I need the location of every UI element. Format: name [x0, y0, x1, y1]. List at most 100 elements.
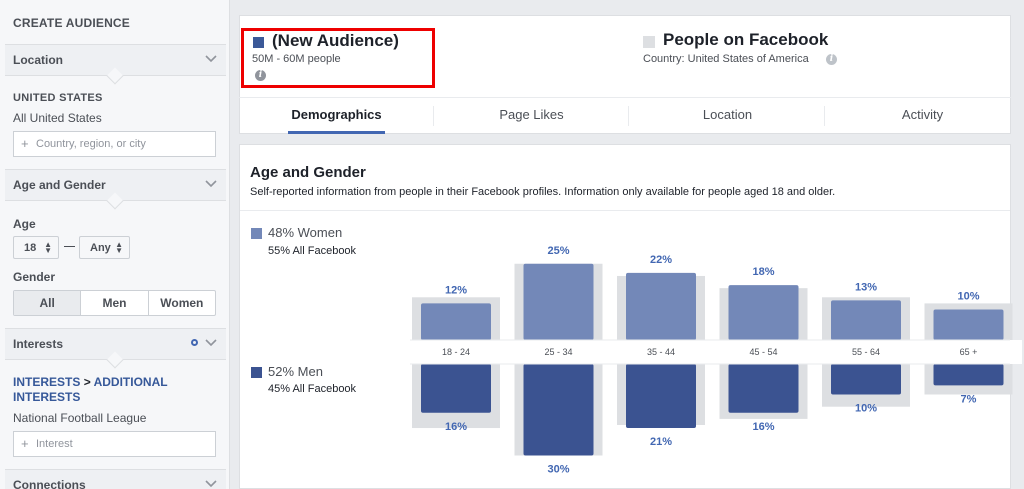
- men-bar: [933, 364, 1004, 386]
- age-gender-section-label: Age and Gender: [13, 178, 106, 192]
- audience-title: (New Audience): [272, 31, 399, 50]
- gender-label: Gender: [13, 270, 56, 284]
- chevron-down-icon[interactable]: [204, 176, 218, 190]
- comparison-country: Country: United States of America: [643, 53, 809, 65]
- interest-path-separator: >: [83, 375, 91, 389]
- men-bar: [831, 364, 901, 395]
- age-category-band: [410, 340, 1022, 364]
- women-value-label: 13%: [855, 281, 877, 293]
- women-value-label: 22%: [650, 254, 672, 266]
- audience-sidebar: CREATE AUDIENCE Location UNITED STATES A…: [0, 0, 230, 489]
- women-bar: [626, 272, 696, 340]
- interest-input-placeholder: Interest: [36, 438, 73, 450]
- comparison-title: People on Facebook: [663, 30, 829, 49]
- connections-section-header[interactable]: Connections: [5, 469, 226, 489]
- status-dot-icon: [191, 339, 198, 346]
- women-legend-label: 48% Women: [268, 225, 343, 240]
- interests-section-header[interactable]: Interests: [5, 328, 226, 369]
- tab-label: Activity: [901, 107, 944, 122]
- connections-section-label: Connections: [13, 478, 86, 489]
- men-value-label: 30%: [547, 464, 569, 476]
- interest-input[interactable]: + Interest: [13, 431, 216, 457]
- women-legend-swatch: [251, 228, 262, 239]
- tab-label: Demographics: [291, 107, 382, 122]
- women-bar: [933, 309, 1004, 340]
- men-legend-label: 52% Men: [268, 364, 323, 379]
- tab-label: Location: [702, 107, 753, 122]
- card-title: Age and Gender: [250, 164, 366, 181]
- men-value-label: 16%: [752, 421, 774, 433]
- card-subtitle: Self-reported information from people in…: [250, 186, 836, 198]
- women-value-label: 25%: [547, 245, 569, 257]
- gender-option-men[interactable]: Men: [81, 291, 149, 315]
- audience-size: 50M - 60M people: [252, 53, 341, 65]
- age-max-value: Any: [90, 242, 111, 254]
- age-label: Age: [13, 217, 36, 231]
- age-min-select[interactable]: 18 ▲ ▼: [13, 236, 59, 259]
- interest-value: National Football League: [13, 411, 147, 425]
- interest-breadcrumb: INTERESTS > ADDITIONAL INTERESTS: [13, 375, 213, 405]
- women-facebook-label: 55% All Facebook: [268, 245, 357, 257]
- location-country-heading: UNITED STATES: [13, 92, 103, 104]
- location-input-placeholder: Country, region, or city: [36, 138, 146, 150]
- select-arrows-icon: ▲ ▼: [115, 240, 123, 255]
- tab-location[interactable]: Location: [630, 98, 825, 134]
- info-icon[interactable]: i: [255, 70, 266, 81]
- tab-page-likes[interactable]: Page Likes: [434, 98, 629, 134]
- location-input[interactable]: + Country, region, or city: [13, 131, 216, 157]
- gender-option-all[interactable]: All: [14, 291, 82, 315]
- women-bar: [421, 303, 491, 340]
- men-value-label: 16%: [445, 421, 467, 433]
- men-bar: [523, 364, 594, 456]
- comparison-color-swatch: [643, 36, 655, 48]
- location-section-header[interactable]: Location: [5, 44, 226, 85]
- location-country-value: All United States: [13, 111, 102, 125]
- tab-bar: Demographics Page Likes Location Activit…: [239, 97, 1011, 134]
- active-tab-indicator: [288, 131, 385, 134]
- interests-section-label: Interests: [13, 337, 64, 351]
- chevron-down-icon[interactable]: [204, 476, 218, 489]
- chevron-down-icon[interactable]: [204, 51, 218, 65]
- age-category-label: 45 - 54: [749, 347, 777, 357]
- age-category-label: 55 - 64: [852, 347, 880, 357]
- age-min-value: 18: [24, 242, 37, 254]
- plus-icon: +: [21, 136, 29, 151]
- interest-path-root[interactable]: INTERESTS: [13, 375, 81, 389]
- women-value-label: 12%: [445, 284, 467, 296]
- age-range-dash: [64, 246, 75, 247]
- location-section-label: Location: [13, 53, 63, 67]
- sidebar-title: CREATE AUDIENCE: [13, 16, 131, 30]
- age-category-label: 25 - 34: [544, 347, 572, 357]
- age-category-label: 35 - 44: [647, 347, 675, 357]
- plus-icon: +: [21, 436, 29, 451]
- comparison-country-text: Country: United States of America: [643, 53, 809, 65]
- women-value-label: 10%: [957, 291, 979, 303]
- info-icon[interactable]: i: [826, 54, 837, 65]
- tab-demographics[interactable]: Demographics: [239, 98, 434, 134]
- men-bar: [421, 364, 491, 413]
- select-arrows-icon: ▲ ▼: [44, 240, 52, 255]
- highlight-box: [241, 28, 435, 88]
- age-category-label: 18 - 24: [442, 347, 470, 357]
- audience-color-swatch: [253, 37, 264, 48]
- women-bar: [831, 300, 901, 340]
- tab-label: Page Likes: [499, 107, 564, 122]
- gender-option-women[interactable]: Women: [160, 296, 204, 310]
- chevron-down-icon[interactable]: [204, 335, 218, 349]
- gender-toggle-group: All Men Women: [13, 290, 216, 316]
- card-divider: [240, 210, 1010, 211]
- women-bar: [523, 263, 594, 340]
- men-bar: [626, 364, 696, 429]
- men-legend-swatch: [251, 367, 262, 378]
- women-value-label: 18%: [752, 266, 774, 278]
- men-value-label: 10%: [855, 403, 877, 415]
- age-gender-section-header[interactable]: Age and Gender: [5, 169, 226, 210]
- tab-activity[interactable]: Activity: [825, 98, 1020, 134]
- interest-path-leaf[interactable]: ADDITIONAL INTERESTS: [13, 375, 168, 404]
- men-facebook-label: 45% All Facebook: [268, 383, 357, 395]
- audience-summary-panel: [239, 15, 1011, 134]
- women-bar: [728, 285, 799, 340]
- men-value-label: 21%: [650, 436, 672, 448]
- age-max-select[interactable]: Any ▲ ▼: [79, 236, 130, 259]
